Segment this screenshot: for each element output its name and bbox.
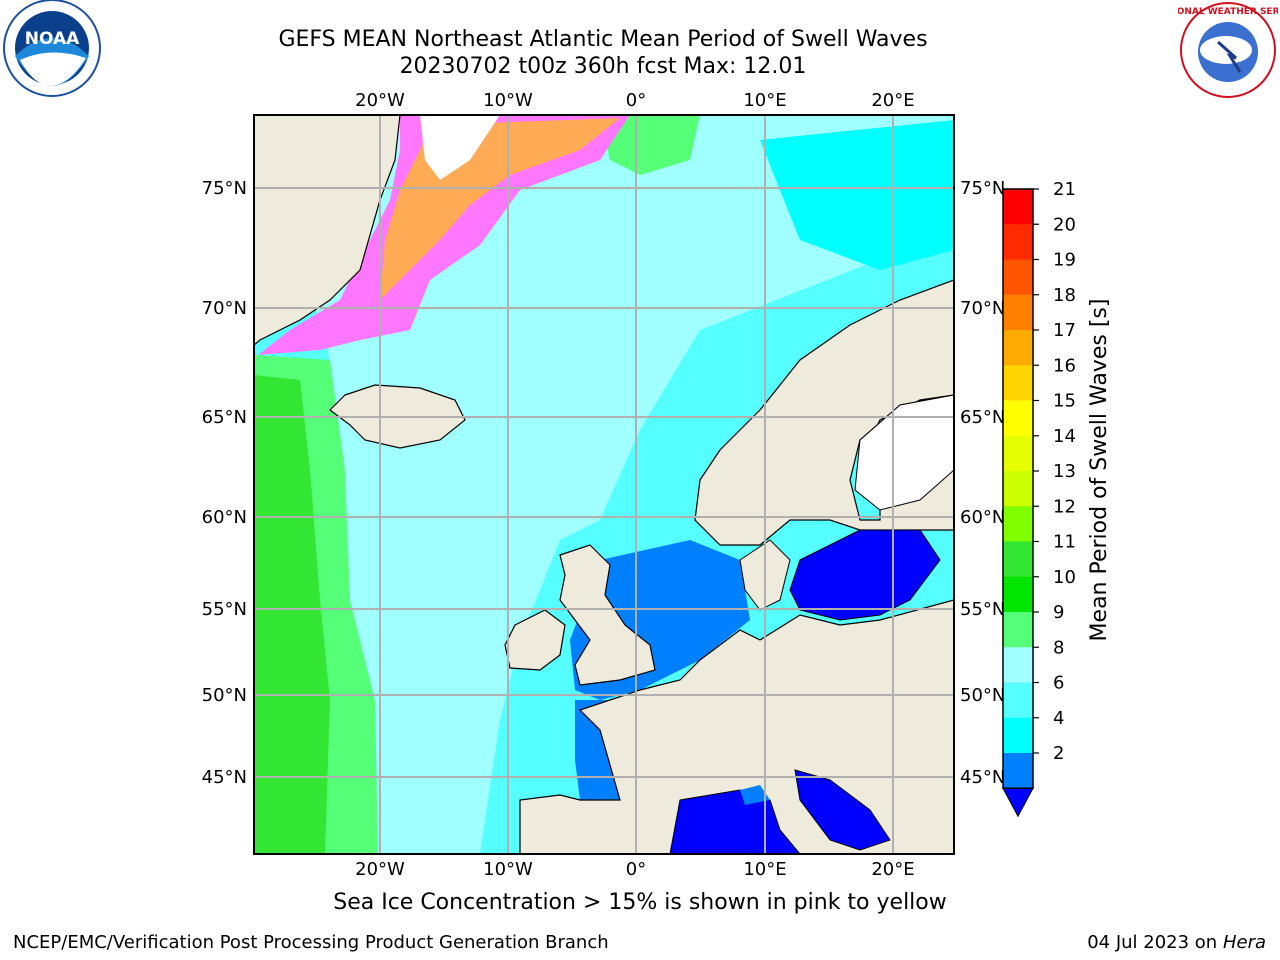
- lon-label-top: 10°E: [743, 90, 786, 111]
- sea-ice-note: Sea Ice Concentration > 15% is shown in …: [333, 890, 947, 915]
- adriatic-sea-low-swell: [794, 769, 891, 851]
- colorbar-tick-label: 11: [1053, 532, 1076, 553]
- colorbar-tick-label: 4: [1053, 708, 1064, 729]
- colorbar-swatch: [1003, 189, 1033, 225]
- lat-label-left: 55°N: [202, 599, 247, 620]
- ireland-land: [504, 609, 566, 671]
- colorbar-tick-label: 18: [1053, 285, 1076, 306]
- ocean-swell-10to11: [254, 375, 330, 854]
- footer-date-text: 04 Jul 2023 on: [1087, 932, 1223, 953]
- sea-ice-unplotted: [420, 115, 500, 180]
- lon-label-top: 10°W: [483, 90, 533, 111]
- colorbar-swatch: [1003, 259, 1033, 296]
- baltic-sea-low-swell: [789, 529, 941, 621]
- nws-logo-text: NATIONAL WEATHER SERVICE: [1178, 7, 1278, 17]
- lon-label-top: 20°E: [871, 90, 914, 111]
- lon-label-top: 0°: [626, 90, 646, 111]
- ocean-green-patch-north: [600, 115, 700, 175]
- great-britain-land: [559, 544, 656, 686]
- chart-subtitle-date: 20230702 t00z 360h fcst Max: 12.01: [399, 54, 807, 79]
- colorbar-swatch: [1003, 400, 1033, 437]
- lat-labels-right: 75°N 70°N 65°N 60°N 55°N 50°N 45°N: [960, 178, 1005, 788]
- colorbar-frame: [1002, 188, 1034, 789]
- colorbar-swatch: [1003, 330, 1033, 366]
- map-field: [254, 115, 954, 854]
- colorbar-tick-label: 14: [1053, 426, 1076, 447]
- colorbar-swatch: [1003, 612, 1033, 648]
- lon-label-bottom: 0°: [626, 859, 646, 880]
- chart-title: GEFS MEAN Northeast Atlantic Mean Period…: [278, 27, 928, 52]
- colorbar-swatch: [1003, 506, 1033, 542]
- colorbar-tick-label: 8: [1053, 637, 1064, 658]
- lat-labels-left: 75°N 70°N 65°N 60°N 55°N 50°N 45°N: [202, 178, 247, 788]
- colorbar-tick-label: 10: [1053, 567, 1076, 588]
- lat-label-left: 45°N: [202, 767, 247, 788]
- lat-label-left: 70°N: [202, 298, 247, 319]
- lat-label-right: 55°N: [960, 599, 1005, 620]
- lon-label-bottom: 20°E: [871, 859, 914, 880]
- colorbar-extend-triangle: [1002, 787, 1034, 818]
- colorbar-swatch: [1003, 224, 1033, 260]
- lat-label-left: 75°N: [202, 178, 247, 199]
- lon-label-bottom: 10°E: [743, 859, 786, 880]
- lon-label-bottom: 20°W: [355, 859, 405, 880]
- graticule: [254, 115, 954, 854]
- colorbar-tick-label: 20: [1053, 214, 1076, 235]
- noaa-logo-text: NOAA: [25, 29, 80, 49]
- colorbar-swatch: [1003, 753, 1033, 789]
- noaa-logo: NOAA: [3, 0, 101, 97]
- lon-label-bottom: 10°W: [483, 859, 533, 880]
- footer-host: Hera: [1222, 932, 1266, 953]
- ligurian-sea-swell: [740, 785, 770, 805]
- colorbar-tick-label: 12: [1053, 496, 1076, 517]
- colorbar-tick-label: 13: [1053, 461, 1076, 482]
- colorbar-tick-label: 6: [1053, 673, 1064, 694]
- colorbar-tick-label: 17: [1053, 320, 1076, 341]
- colorbar: 21 20 19 18 17 16 15 14 13 12 11 10 9 8 6 4 2: [1002, 179, 1076, 818]
- colorbar-swatch: [1003, 365, 1033, 401]
- map-frame: [253, 114, 955, 855]
- lat-label-left: 50°N: [202, 685, 247, 706]
- lon-labels-top: 20°W 10°W 0° 10°E 20°E: [355, 90, 914, 111]
- colorbar-swatch: [1003, 435, 1033, 472]
- lon-label-top: 20°W: [355, 90, 405, 111]
- lat-label-left: 60°N: [202, 507, 247, 528]
- colorbar-swatch: [1003, 294, 1033, 331]
- colorbar-swatch: [1003, 576, 1033, 613]
- lat-label-right: 75°N: [960, 178, 1005, 199]
- colorbar-swatch: [1003, 541, 1033, 578]
- colorbar-swatch: [1003, 647, 1033, 683]
- nws-logo: NATIONAL WEATHER SERVICE: [1178, 2, 1278, 98]
- colorbar-label: Mean Period of Swell Waves [s]: [1087, 299, 1112, 642]
- colorbar-swatch: [1003, 471, 1033, 507]
- lat-label-right: 45°N: [960, 767, 1005, 788]
- colorbar-swatch: [1003, 682, 1033, 719]
- lat-label-left: 65°N: [202, 407, 247, 428]
- lat-label-right: 70°N: [960, 298, 1005, 319]
- footer-date: 04 Jul 2023 on Hera: [1087, 932, 1266, 953]
- footer-credit: NCEP/EMC/Verification Post Processing Pr…: [13, 932, 609, 953]
- colorbar-swatch: [1003, 717, 1033, 754]
- lat-label-right: 50°N: [960, 685, 1005, 706]
- lat-label-right: 65°N: [960, 407, 1005, 428]
- ocean-swell-4to6-north: [760, 120, 954, 270]
- greenland-land: [254, 115, 401, 346]
- colorbar-tick-label: 2: [1053, 743, 1064, 764]
- colorbar-tick-label: 15: [1053, 391, 1076, 412]
- lon-labels-bottom: 20°W 10°W 0° 10°E 20°E: [355, 859, 914, 880]
- lat-label-right: 60°N: [960, 507, 1005, 528]
- colorbar-tick-label: 9: [1053, 602, 1064, 623]
- colorbar-tick-label: 16: [1053, 355, 1076, 376]
- continental-europe-land: [519, 599, 954, 854]
- colorbar-tick-label: 19: [1053, 250, 1076, 271]
- colorbar-tick-label: 21: [1053, 179, 1076, 200]
